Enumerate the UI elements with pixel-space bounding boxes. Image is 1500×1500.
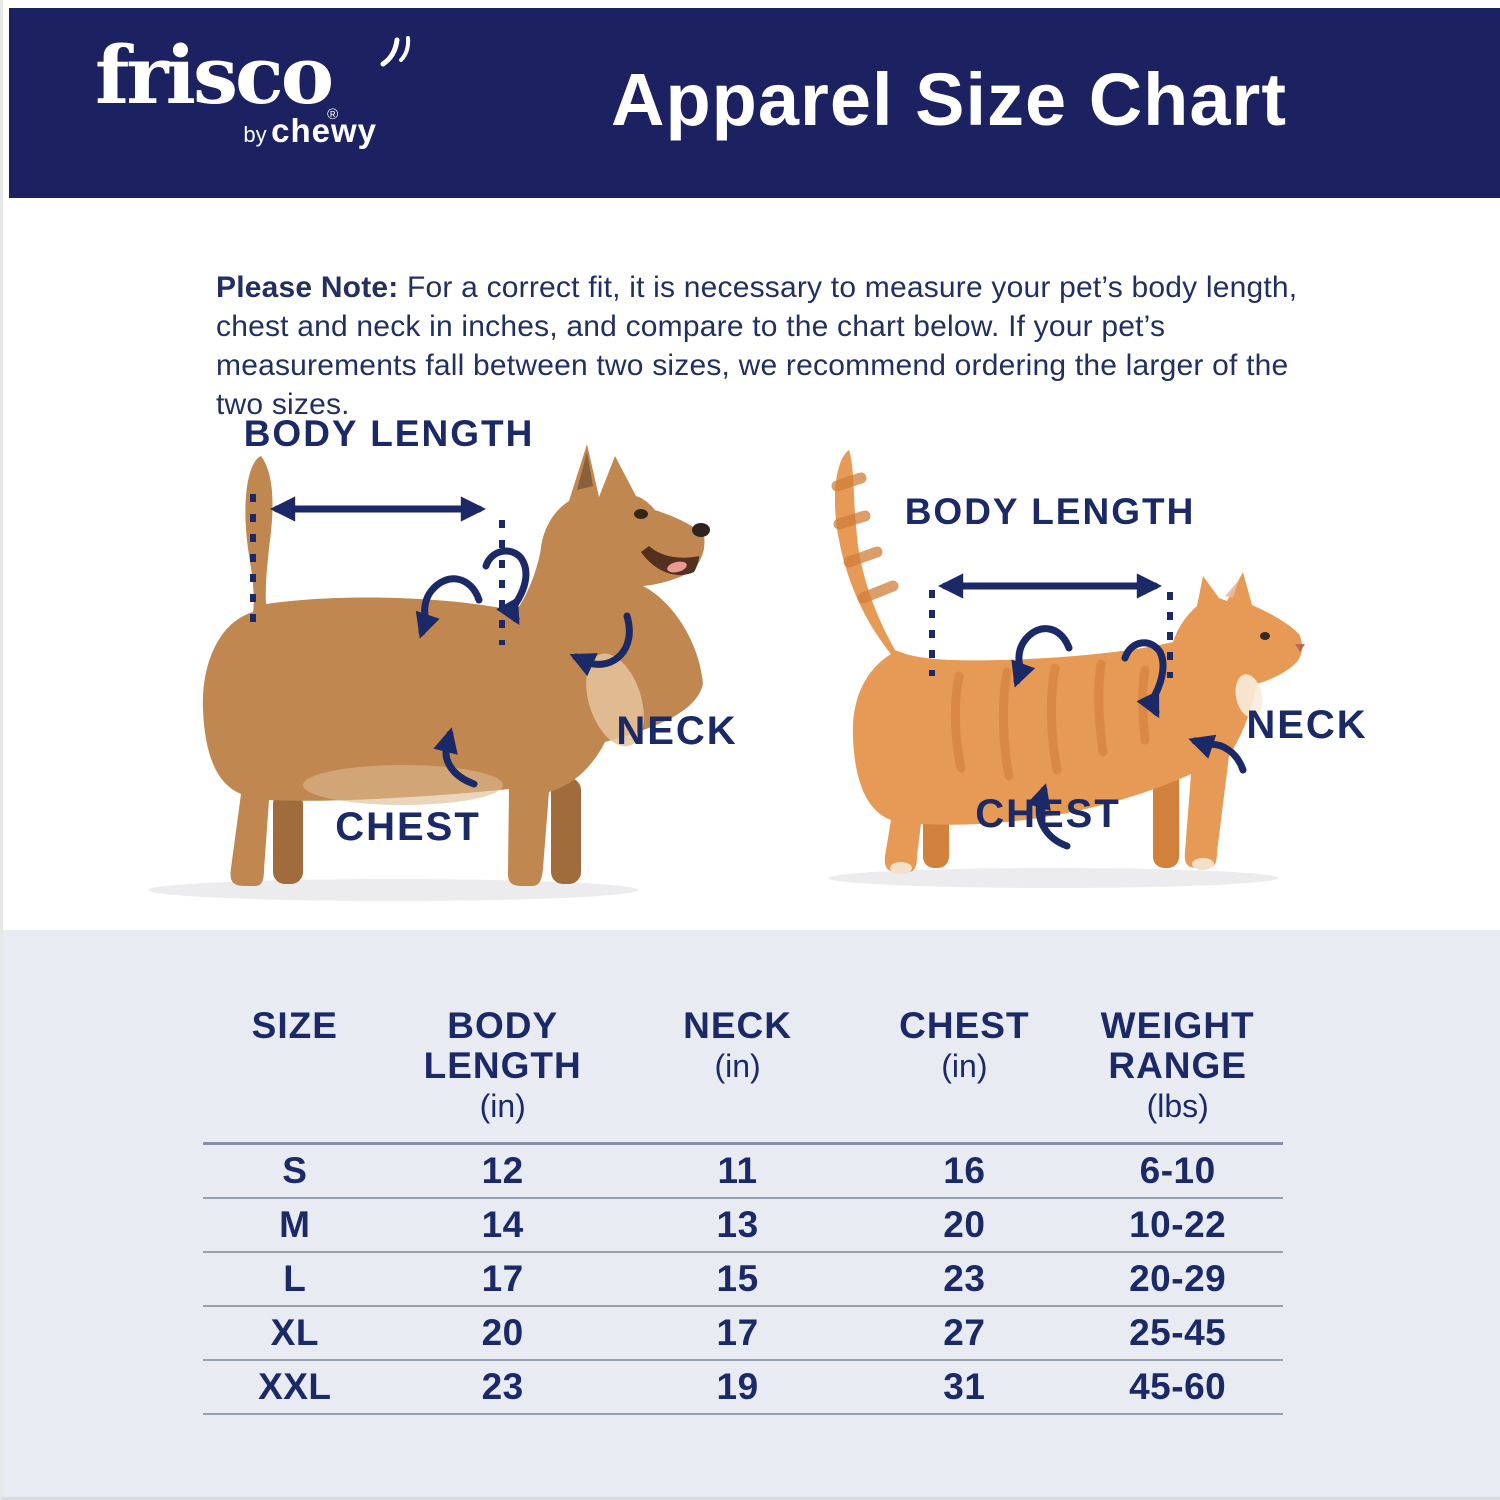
tail-swoosh-icon xyxy=(380,36,411,67)
cat-chest-label: CHEST xyxy=(975,792,1121,836)
size-table-header-row: SIZE BODY LENGTH (in) NECK (in) CHEST (in) W… xyxy=(203,1006,1283,1142)
frisco-logo: frisco® by chewy xyxy=(95,34,411,150)
registered-mark: ® xyxy=(327,106,339,123)
table-bottom-divider xyxy=(203,1413,1283,1415)
page-title: Apparel Size Chart xyxy=(611,58,1287,141)
dog-neck-arrow-icon xyxy=(569,612,633,677)
col-header-weight-range: WEIGHT RANGE (lbs) xyxy=(1100,1005,1255,1125)
dog-measurement-annotations: BODY LENGTH NECK CHEST xyxy=(244,413,737,849)
dog-neck-label: NECK xyxy=(616,709,737,753)
cat-eye xyxy=(1260,632,1270,640)
cat-withers-left-arrow-icon xyxy=(1011,625,1073,688)
cat-shadow xyxy=(828,868,1278,888)
row-divider xyxy=(203,1359,1283,1361)
cat-neck-label: NECK xyxy=(1246,703,1367,747)
cat-withers-right-arrow-icon xyxy=(1121,639,1167,719)
table-row-s: S 12 11 16 6-10 xyxy=(282,1150,1216,1191)
col-header-chest: CHEST (in) xyxy=(899,1005,1030,1085)
table-row-m: M 14 13 20 10-22 xyxy=(279,1204,1227,1245)
col-header-body-length: BODY LENGTH (in) xyxy=(423,1005,582,1125)
cat-body-length-label: BODY LENGTH xyxy=(905,491,1196,532)
dog-body-length-label: BODY LENGTH xyxy=(244,413,535,454)
fit-note-label: Please Note: xyxy=(216,271,399,304)
dog-withers-right-arrow-icon xyxy=(482,547,530,626)
row-divider xyxy=(203,1197,1283,1199)
row-divider xyxy=(203,1305,1283,1307)
dog-withers-left-arrow-icon xyxy=(415,575,483,639)
cat-chest-arrow-icon xyxy=(1026,783,1071,850)
row-divider xyxy=(203,1251,1283,1253)
dog-nose xyxy=(692,523,710,537)
col-header-size: SIZE xyxy=(251,1005,338,1046)
header-banner: frisco® by chewy Apparel Size Chart xyxy=(9,8,1500,198)
by-chewy-wordmark: by chewy xyxy=(243,112,377,149)
cat-nose xyxy=(1295,644,1305,652)
measurement-diagram: BODY LENGTH NECK CHEST xyxy=(3,390,1500,940)
fit-note: Please Note: For a correct fit, it is ne… xyxy=(216,268,1316,424)
dog-eye xyxy=(634,509,648,519)
col-header-neck: NECK (in) xyxy=(683,1005,792,1085)
table-row-xxl: XXL 23 19 31 45-60 xyxy=(258,1366,1227,1407)
cat-measurement-annotations: BODY LENGTH NECK CHEST xyxy=(905,491,1367,850)
dog-chest-label: CHEST xyxy=(335,805,481,849)
size-table-section: SIZE BODY LENGTH (in) NECK (in) CHEST (in) W… xyxy=(3,930,1500,1497)
dog-chest-arrow-icon xyxy=(433,727,478,788)
size-table: SIZE BODY LENGTH (in) NECK (in) CHEST (in) W… xyxy=(203,1006,1283,1415)
cat-neck-arrow-icon xyxy=(1188,734,1247,774)
fit-note-text: For a correct fit, it is necessary to me… xyxy=(216,271,1298,421)
table-row-xl: XL 20 17 27 25-45 xyxy=(270,1312,1227,1353)
cat-illustration xyxy=(831,450,1305,874)
frisco-wordmark: frisco xyxy=(95,28,334,122)
table-row-l: L 17 15 23 20-29 xyxy=(283,1258,1227,1299)
table-header-divider xyxy=(203,1142,1283,1145)
